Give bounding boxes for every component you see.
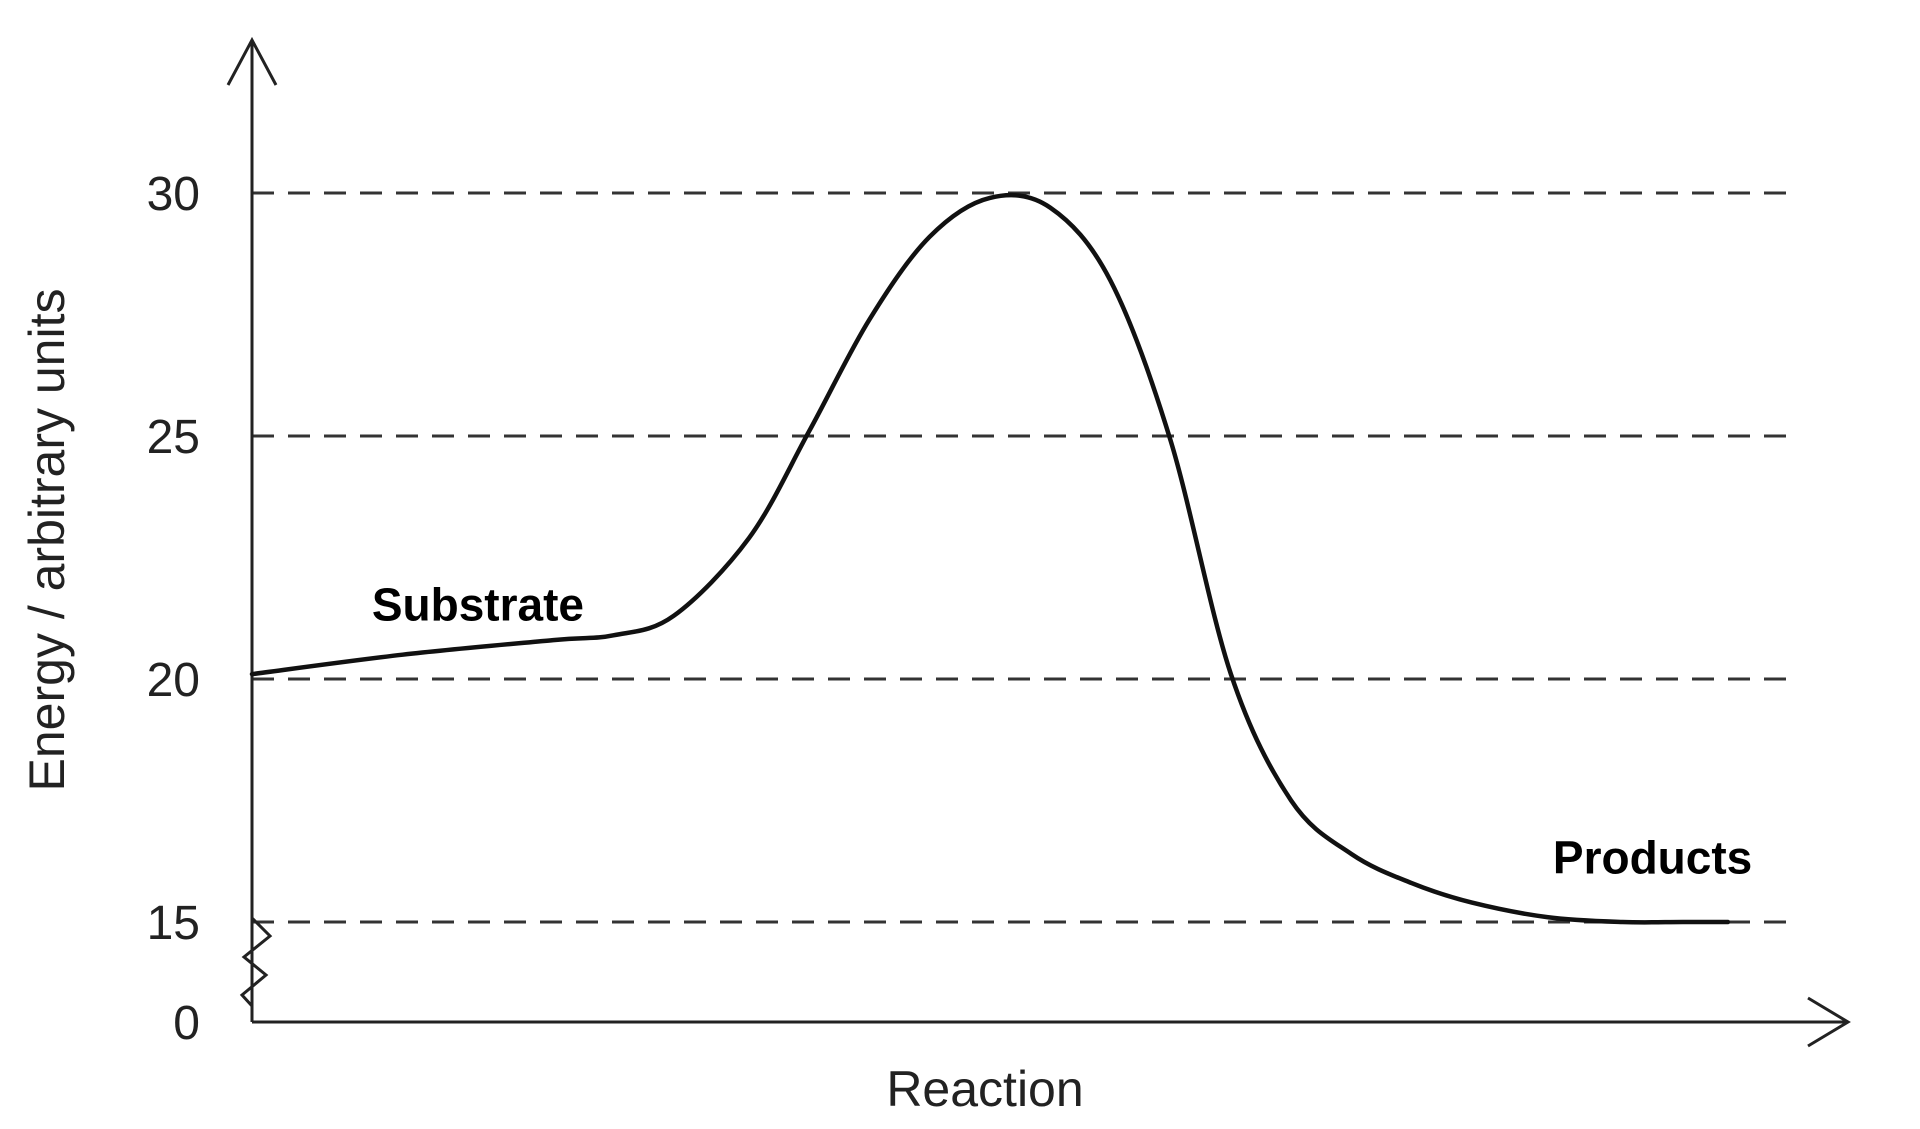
x-axis-arrowhead (1807, 996, 1851, 1048)
gridlines (252, 191, 1790, 924)
y-axis-break (239, 916, 273, 1008)
y-tick-label-15: 15 (147, 897, 200, 950)
x-axis-label: Reaction (886, 1061, 1083, 1117)
annotations: Substrate Products (372, 579, 1752, 884)
y-axis-label: Energy / arbitrary units (19, 289, 75, 792)
series-layer (249, 192, 1731, 925)
y-tick-labels: 0 15 20 25 30 (147, 168, 200, 1050)
y-axis-arrowhead (226, 36, 278, 86)
axes (226, 36, 1851, 1048)
energy-curve (249, 192, 1731, 925)
y-tick-label-25: 25 (147, 411, 200, 464)
annotation-products: Products (1553, 831, 1752, 883)
annotation-substrate: Substrate (372, 579, 584, 631)
y-tick-label-30: 30 (147, 168, 200, 221)
y-tick-label-0: 0 (173, 997, 200, 1050)
y-tick-label-20: 20 (147, 654, 200, 707)
